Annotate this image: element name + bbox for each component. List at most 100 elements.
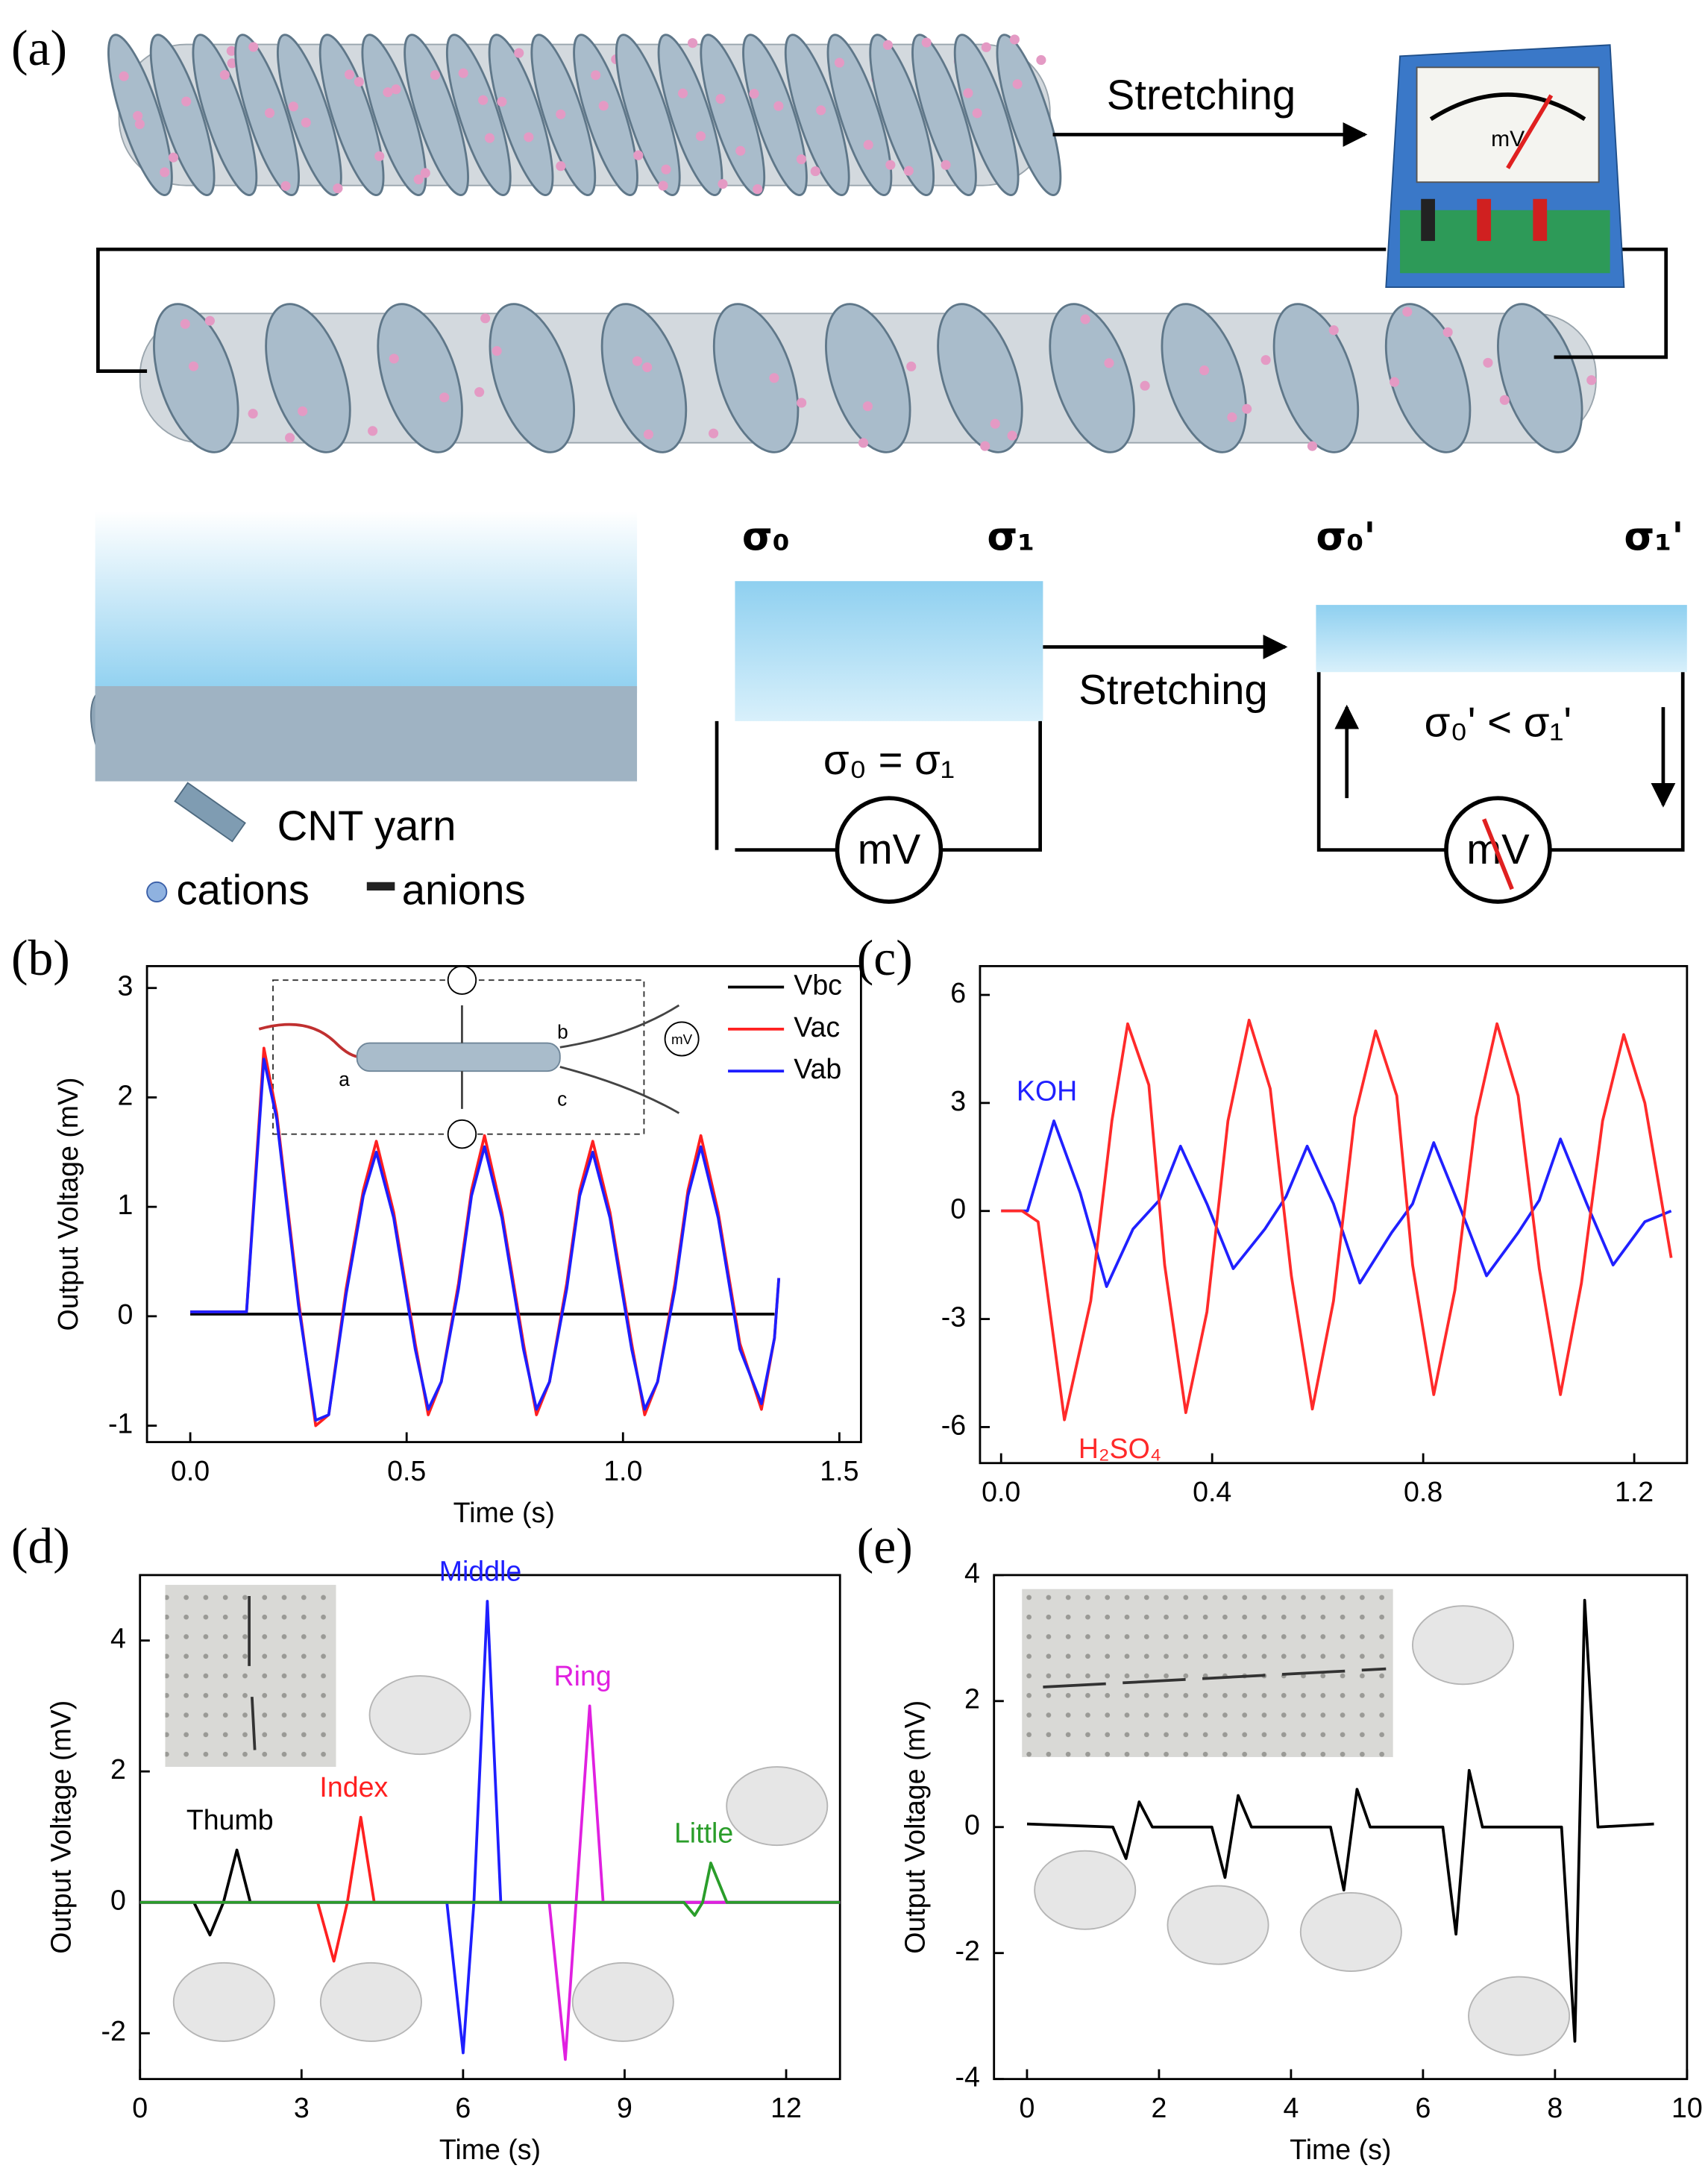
ion-dot bbox=[709, 428, 719, 439]
ion-dot bbox=[134, 119, 145, 130]
inset-label: a bbox=[339, 1068, 350, 1090]
coil-turn bbox=[149, 34, 216, 196]
ion-dot bbox=[963, 88, 973, 98]
ion-dot bbox=[1442, 327, 1453, 338]
plot-frame bbox=[139, 1574, 841, 2081]
ion-dot bbox=[556, 109, 566, 119]
panel-label: (a) bbox=[11, 20, 67, 76]
ion-dot bbox=[906, 361, 917, 371]
y-tick-label: 0 bbox=[964, 1809, 980, 1841]
x-tick-label: 12 bbox=[770, 2092, 802, 2123]
ion-dot bbox=[718, 179, 728, 189]
ion-dot bbox=[354, 77, 364, 87]
y-tick-label: -3 bbox=[941, 1301, 966, 1333]
ion-dot bbox=[333, 183, 343, 194]
coil-turn bbox=[1384, 303, 1472, 453]
ion-dot bbox=[591, 70, 601, 81]
voltmeter bbox=[447, 1119, 477, 1149]
ion-dot bbox=[188, 361, 199, 371]
needle bbox=[1506, 94, 1554, 169]
ion-dot bbox=[972, 108, 982, 119]
anion-icon bbox=[366, 882, 395, 891]
x-tick-label: 1.5 bbox=[820, 1455, 858, 1486]
coil-turn bbox=[825, 303, 911, 453]
ion-dot bbox=[749, 89, 759, 99]
series-line bbox=[1001, 1018, 1673, 1422]
series-label: Little bbox=[674, 1817, 733, 1848]
y-tick-label: 1 bbox=[117, 1189, 133, 1220]
y-axis-label: Output Voltage (mV) bbox=[899, 1700, 930, 1954]
series-label: KOH bbox=[1017, 1075, 1077, 1106]
x-tick-label: 9 bbox=[617, 2092, 632, 2123]
x-axis-label: Time (s) bbox=[453, 1497, 555, 1528]
plot-frame bbox=[979, 964, 1689, 1465]
coil-turn bbox=[784, 34, 850, 196]
series-label: Thumb bbox=[186, 1804, 274, 1835]
inset-label: mV bbox=[671, 1031, 693, 1047]
ion-dot bbox=[885, 160, 896, 170]
ion-dot bbox=[227, 58, 237, 69]
legend-label: Vac bbox=[794, 1011, 840, 1043]
voltmeter bbox=[835, 796, 944, 904]
ion-dot bbox=[248, 409, 258, 419]
label: σ₀' bbox=[1316, 515, 1375, 560]
x-tick-label: 0.5 bbox=[387, 1455, 426, 1486]
needle bbox=[1482, 818, 1514, 890]
ion-dot bbox=[344, 69, 355, 80]
y-tick-label: 3 bbox=[117, 970, 133, 1002]
ion-dot bbox=[420, 168, 430, 178]
y-tick-label: 2 bbox=[117, 1079, 133, 1111]
x-tick-label: 10 bbox=[1671, 2092, 1703, 2123]
y-tick-label: -2 bbox=[101, 2015, 126, 2047]
ion-dot bbox=[661, 164, 671, 175]
x-tick-label: 0.4 bbox=[1193, 1476, 1231, 1507]
ion-dot bbox=[492, 346, 502, 356]
coil-turn bbox=[953, 34, 1020, 196]
ion-dot bbox=[658, 180, 668, 191]
coil-turn bbox=[937, 303, 1023, 453]
coil-turn bbox=[700, 34, 766, 196]
ion-dot bbox=[301, 117, 311, 128]
x-tick-label: 6 bbox=[1415, 2092, 1431, 2123]
series-line bbox=[139, 1848, 841, 1937]
x-tick-label: 0.0 bbox=[982, 1476, 1020, 1507]
hand bbox=[1299, 1892, 1402, 1973]
ion-dot bbox=[180, 318, 190, 329]
panel-label: (c) bbox=[857, 930, 913, 986]
series-label: Ring bbox=[554, 1660, 612, 1691]
inset-label: c bbox=[557, 1088, 567, 1111]
film bbox=[1316, 605, 1687, 673]
ion-dot bbox=[1242, 403, 1252, 414]
x-tick-label: 6 bbox=[455, 2092, 471, 2123]
film bbox=[735, 581, 1043, 721]
hand bbox=[1034, 1850, 1137, 1930]
x-tick-label: 2 bbox=[1151, 2092, 1167, 2123]
ion-dot bbox=[204, 315, 215, 326]
ion-dot bbox=[484, 133, 495, 143]
ion-dot bbox=[1260, 355, 1271, 365]
meter-scale bbox=[1429, 92, 1586, 122]
label: σ₁ bbox=[987, 515, 1034, 560]
ion-dot bbox=[439, 392, 450, 403]
x-tick-label: 4 bbox=[1283, 2092, 1299, 2123]
y-tick-label: 2 bbox=[964, 1683, 980, 1715]
ion-dot bbox=[980, 441, 990, 451]
cnt-surface bbox=[95, 685, 638, 782]
wire bbox=[96, 247, 1668, 373]
ion-dot bbox=[1012, 79, 1023, 89]
voltmeter bbox=[664, 1021, 700, 1057]
label: CNT yarn bbox=[277, 802, 456, 849]
coil-turn bbox=[1049, 303, 1135, 453]
coil-turn bbox=[277, 34, 342, 196]
x-tick-label: 0.8 bbox=[1404, 1476, 1442, 1507]
cation-icon bbox=[146, 881, 168, 902]
ion-dot bbox=[981, 42, 991, 52]
ion-dot bbox=[168, 152, 178, 163]
y-tick-label: -2 bbox=[955, 1935, 980, 1967]
coil-turn bbox=[361, 34, 427, 196]
panel-label: (d) bbox=[11, 1518, 70, 1574]
ion-dot bbox=[941, 160, 951, 170]
coil-turn bbox=[377, 303, 463, 453]
hand bbox=[368, 1675, 471, 1756]
series-line bbox=[190, 1046, 781, 1427]
